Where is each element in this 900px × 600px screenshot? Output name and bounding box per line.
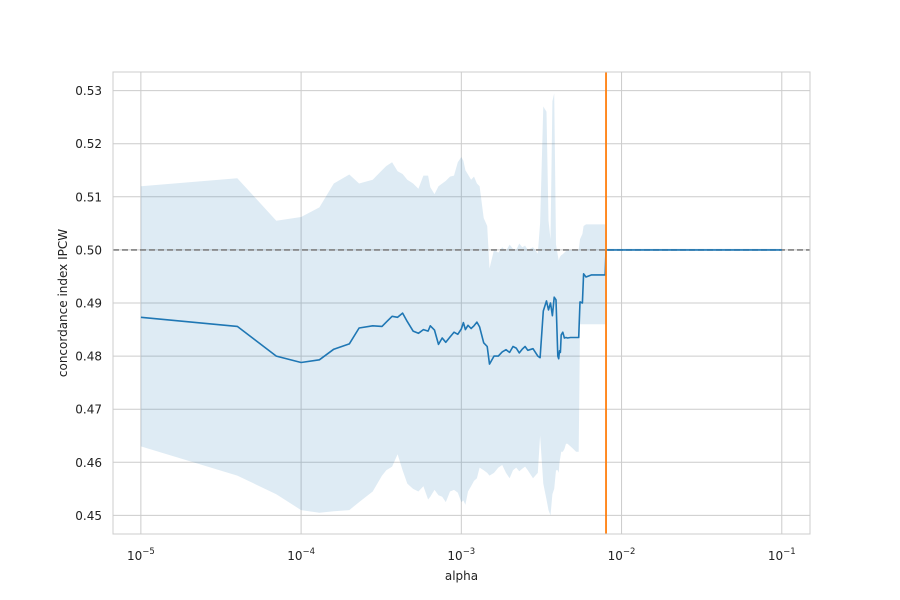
y-axis-label: concordance index IPCW	[56, 229, 70, 377]
confidence-band-layer	[140, 93, 782, 516]
mean-line-layer	[140, 249, 782, 365]
y-tick-label: 0.49	[75, 297, 102, 311]
y-tick-label: 0.53	[75, 84, 102, 98]
x-tick-label: 10−4	[287, 547, 315, 563]
x-tick-label: 10−2	[608, 547, 636, 563]
x-axis-label: alpha	[445, 569, 478, 583]
x-tick-label: 10−3	[447, 547, 475, 563]
y-tick-label: 0.50	[75, 243, 102, 257]
y-tick-label: 0.47	[75, 403, 102, 417]
x-tick-label: 10−5	[127, 547, 155, 563]
y-tick-label: 0.52	[75, 137, 102, 151]
x-tick-label: 10−1	[768, 547, 796, 563]
y-tick-label: 0.46	[75, 456, 102, 470]
y-grid	[113, 90, 810, 516]
mean-line	[140, 249, 782, 365]
y-tick-label: 0.48	[75, 350, 102, 364]
plot-frame	[112, 71, 811, 535]
y-tick-label: 0.45	[75, 509, 102, 523]
y-tick-label: 0.51	[75, 190, 102, 204]
x-tick-labels: 10−5 10−4 10−3 10−2 10−1	[127, 547, 796, 563]
y-tick-labels: 0.45 0.46 0.47 0.48 0.49 0.50 0.51 0.52 0.53	[75, 84, 102, 523]
confidence-band	[140, 93, 782, 516]
